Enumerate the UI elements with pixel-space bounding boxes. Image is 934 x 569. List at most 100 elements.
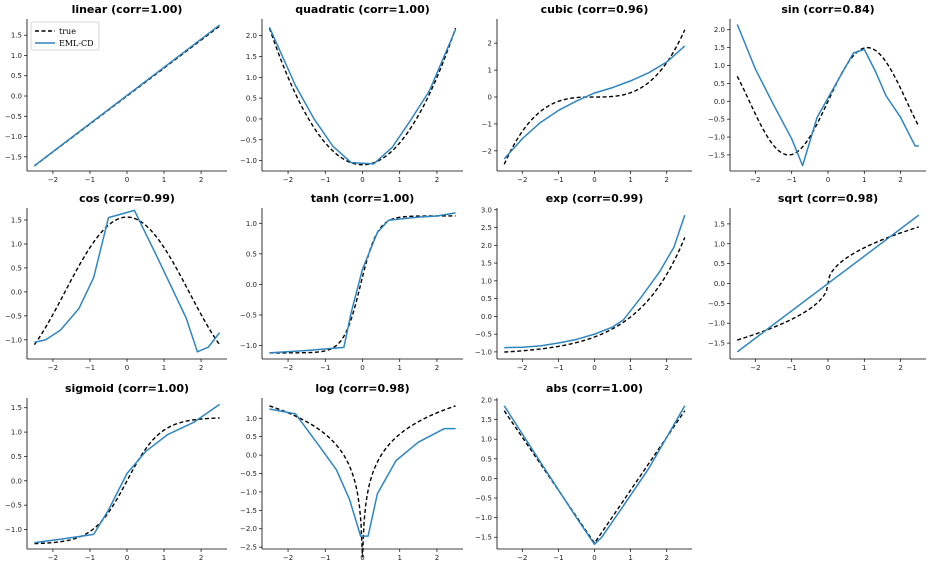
- eml-cd-curve: [268, 27, 457, 165]
- x-tick-label: −2: [517, 554, 527, 562]
- eml-cd-curve: [269, 212, 456, 354]
- panel-title: log (corr=0.98): [315, 382, 409, 395]
- x-tick-label: 1: [862, 176, 866, 184]
- y-tick-label: 1.5: [481, 260, 492, 268]
- y-tick-label: −0.5: [5, 113, 22, 121]
- y-tick-label: 1.0: [246, 220, 257, 228]
- y-tick-label: −2.5: [240, 544, 257, 552]
- x-tick-label: −2: [517, 176, 527, 184]
- y-tick-label: −1.0: [240, 488, 257, 496]
- y-tick-label: 1.0: [246, 74, 257, 82]
- y-tick-label: 0.0: [11, 93, 22, 101]
- x-tick-label: −1: [320, 554, 330, 562]
- y-tick-label: −1.5: [708, 151, 725, 159]
- y-tick-label: 2.0: [714, 26, 725, 34]
- x-tick-label: −2: [750, 364, 760, 372]
- x-tick-label: 0: [826, 364, 830, 372]
- x-tick-label: 1: [162, 176, 166, 184]
- y-tick-label: −0.5: [5, 502, 22, 510]
- y-tick-label: −1.0: [475, 514, 492, 522]
- eml-cd-curve: [736, 24, 919, 167]
- y-tick-label: 2.0: [481, 396, 492, 404]
- y-tick-label: 0.5: [714, 260, 725, 268]
- panel-sigmoid: sigmoid (corr=1.00) −2 −1 0 1 2 −1.0 −0.5 0.0 0.5…: [5, 382, 227, 562]
- panel-linear: linear (corr=1.00) −2 −1 0 1 2 −1.5 −1.0 −0.5 0.0…: [5, 3, 227, 184]
- y-tick-label: 0.5: [714, 80, 725, 88]
- panels-layer: linear (corr=1.00) −2 −1 0 1 2 −1.5 −1.0 −0.5 0.0…: [5, 3, 926, 562]
- x-tick-label: 0: [125, 176, 129, 184]
- y-tick-label: −0.5: [475, 495, 492, 503]
- x-tick-label: −1: [85, 364, 95, 372]
- panel-title: abs (corr=1.00): [546, 382, 643, 395]
- y-tick-label: −1.0: [5, 133, 22, 141]
- y-tick-label: 1.0: [714, 62, 725, 70]
- x-tick-label: 2: [898, 364, 902, 372]
- x-tick-label: 2: [664, 176, 668, 184]
- x-tick-label: −1: [85, 554, 95, 562]
- panel-quadratic: quadratic (corr=1.00) −2 −1 0 1 2 −1.0 −0.5 0.0 0…: [240, 3, 463, 184]
- true-curve: [503, 410, 686, 545]
- y-tick-label: −0.5: [240, 136, 257, 144]
- y-tick-label: 2: [488, 40, 492, 48]
- x-tick-label: 0: [125, 554, 129, 562]
- y-tick-label: 1.5: [11, 404, 22, 412]
- x-tick-label: −2: [283, 554, 293, 562]
- y-tick-label: −0.5: [240, 470, 257, 478]
- y-tick-label: 0.5: [11, 453, 22, 461]
- y-tick-label: −1.5: [240, 507, 257, 515]
- y-tick-label: 0.0: [246, 452, 257, 460]
- panel-title: cubic (corr=0.96): [541, 3, 649, 16]
- y-tick-label: 0.0: [11, 477, 22, 485]
- eml-cd-curve: [503, 405, 686, 546]
- panel-title: tanh (corr=1.00): [311, 192, 415, 205]
- x-tick-label: 2: [435, 554, 439, 562]
- y-tick-label: 0.0: [246, 281, 257, 289]
- y-tick-label: 1.0: [11, 429, 22, 437]
- eml-cd-curve: [33, 24, 221, 167]
- x-tick-label: −2: [283, 364, 293, 372]
- x-tick-label: 2: [199, 364, 203, 372]
- panel-title: sqrt (corr=0.98): [778, 192, 878, 205]
- y-tick-label: 1: [488, 67, 492, 75]
- panel-cubic: cubic (corr=0.96) −2 −1 0 1 2 −2 −1 0 1 2: [482, 3, 692, 184]
- x-tick-label: 2: [435, 176, 439, 184]
- y-tick-label: −2: [482, 147, 492, 155]
- x-tick-label: 0: [125, 364, 129, 372]
- y-tick-label: 0.5: [481, 295, 492, 303]
- y-tick-label: 1.0: [481, 436, 492, 444]
- y-tick-label: 0.0: [246, 115, 257, 123]
- y-tick-label: 2.0: [481, 242, 492, 250]
- y-tick-label: 0.5: [246, 95, 257, 103]
- true-curve: [504, 237, 686, 353]
- y-tick-label: 1.0: [11, 240, 22, 248]
- y-tick-label: −1.0: [475, 348, 492, 356]
- x-tick-label: −1: [787, 176, 797, 184]
- x-tick-label: −2: [283, 176, 293, 184]
- y-tick-label: −0.5: [708, 300, 725, 308]
- x-tick-label: −2: [48, 364, 58, 372]
- eml-cd-curve: [34, 209, 221, 353]
- x-tick-label: 2: [664, 364, 668, 372]
- x-tick-label: 2: [199, 176, 203, 184]
- y-tick-label: 0.0: [481, 313, 492, 321]
- y-tick-label: −0.5: [475, 331, 492, 339]
- true-curve: [268, 27, 457, 166]
- y-tick-label: 1.0: [11, 52, 22, 60]
- y-tick-label: −1.0: [5, 526, 22, 534]
- y-tick-label: 0.0: [714, 280, 725, 288]
- y-tick-label: −1.0: [5, 336, 22, 344]
- x-tick-label: −1: [553, 364, 563, 372]
- y-tick-label: 1.5: [714, 44, 725, 52]
- x-tick-label: −1: [320, 176, 330, 184]
- y-tick-label: 0.5: [246, 433, 257, 441]
- x-tick-label: 0: [826, 176, 830, 184]
- legend: true EML-CD: [30, 21, 100, 51]
- y-tick-label: −1.5: [708, 340, 725, 348]
- y-tick-label: −1.0: [708, 134, 725, 142]
- eml-cd-curve: [503, 45, 686, 160]
- x-tick-label: 1: [628, 176, 632, 184]
- y-tick-label: −0.5: [5, 312, 22, 320]
- true-curve: [33, 216, 221, 346]
- panel-sqrt: sqrt (corr=0.98) −2 −1 0 1 2 −1.5 −1.0 −0.5 0.0 0.…: [708, 192, 926, 372]
- panel-cos: cos (corr=0.99) −2 −1 0 1 2 −1.0 −0.5 0.0 0.5 1.0 1…: [5, 192, 227, 372]
